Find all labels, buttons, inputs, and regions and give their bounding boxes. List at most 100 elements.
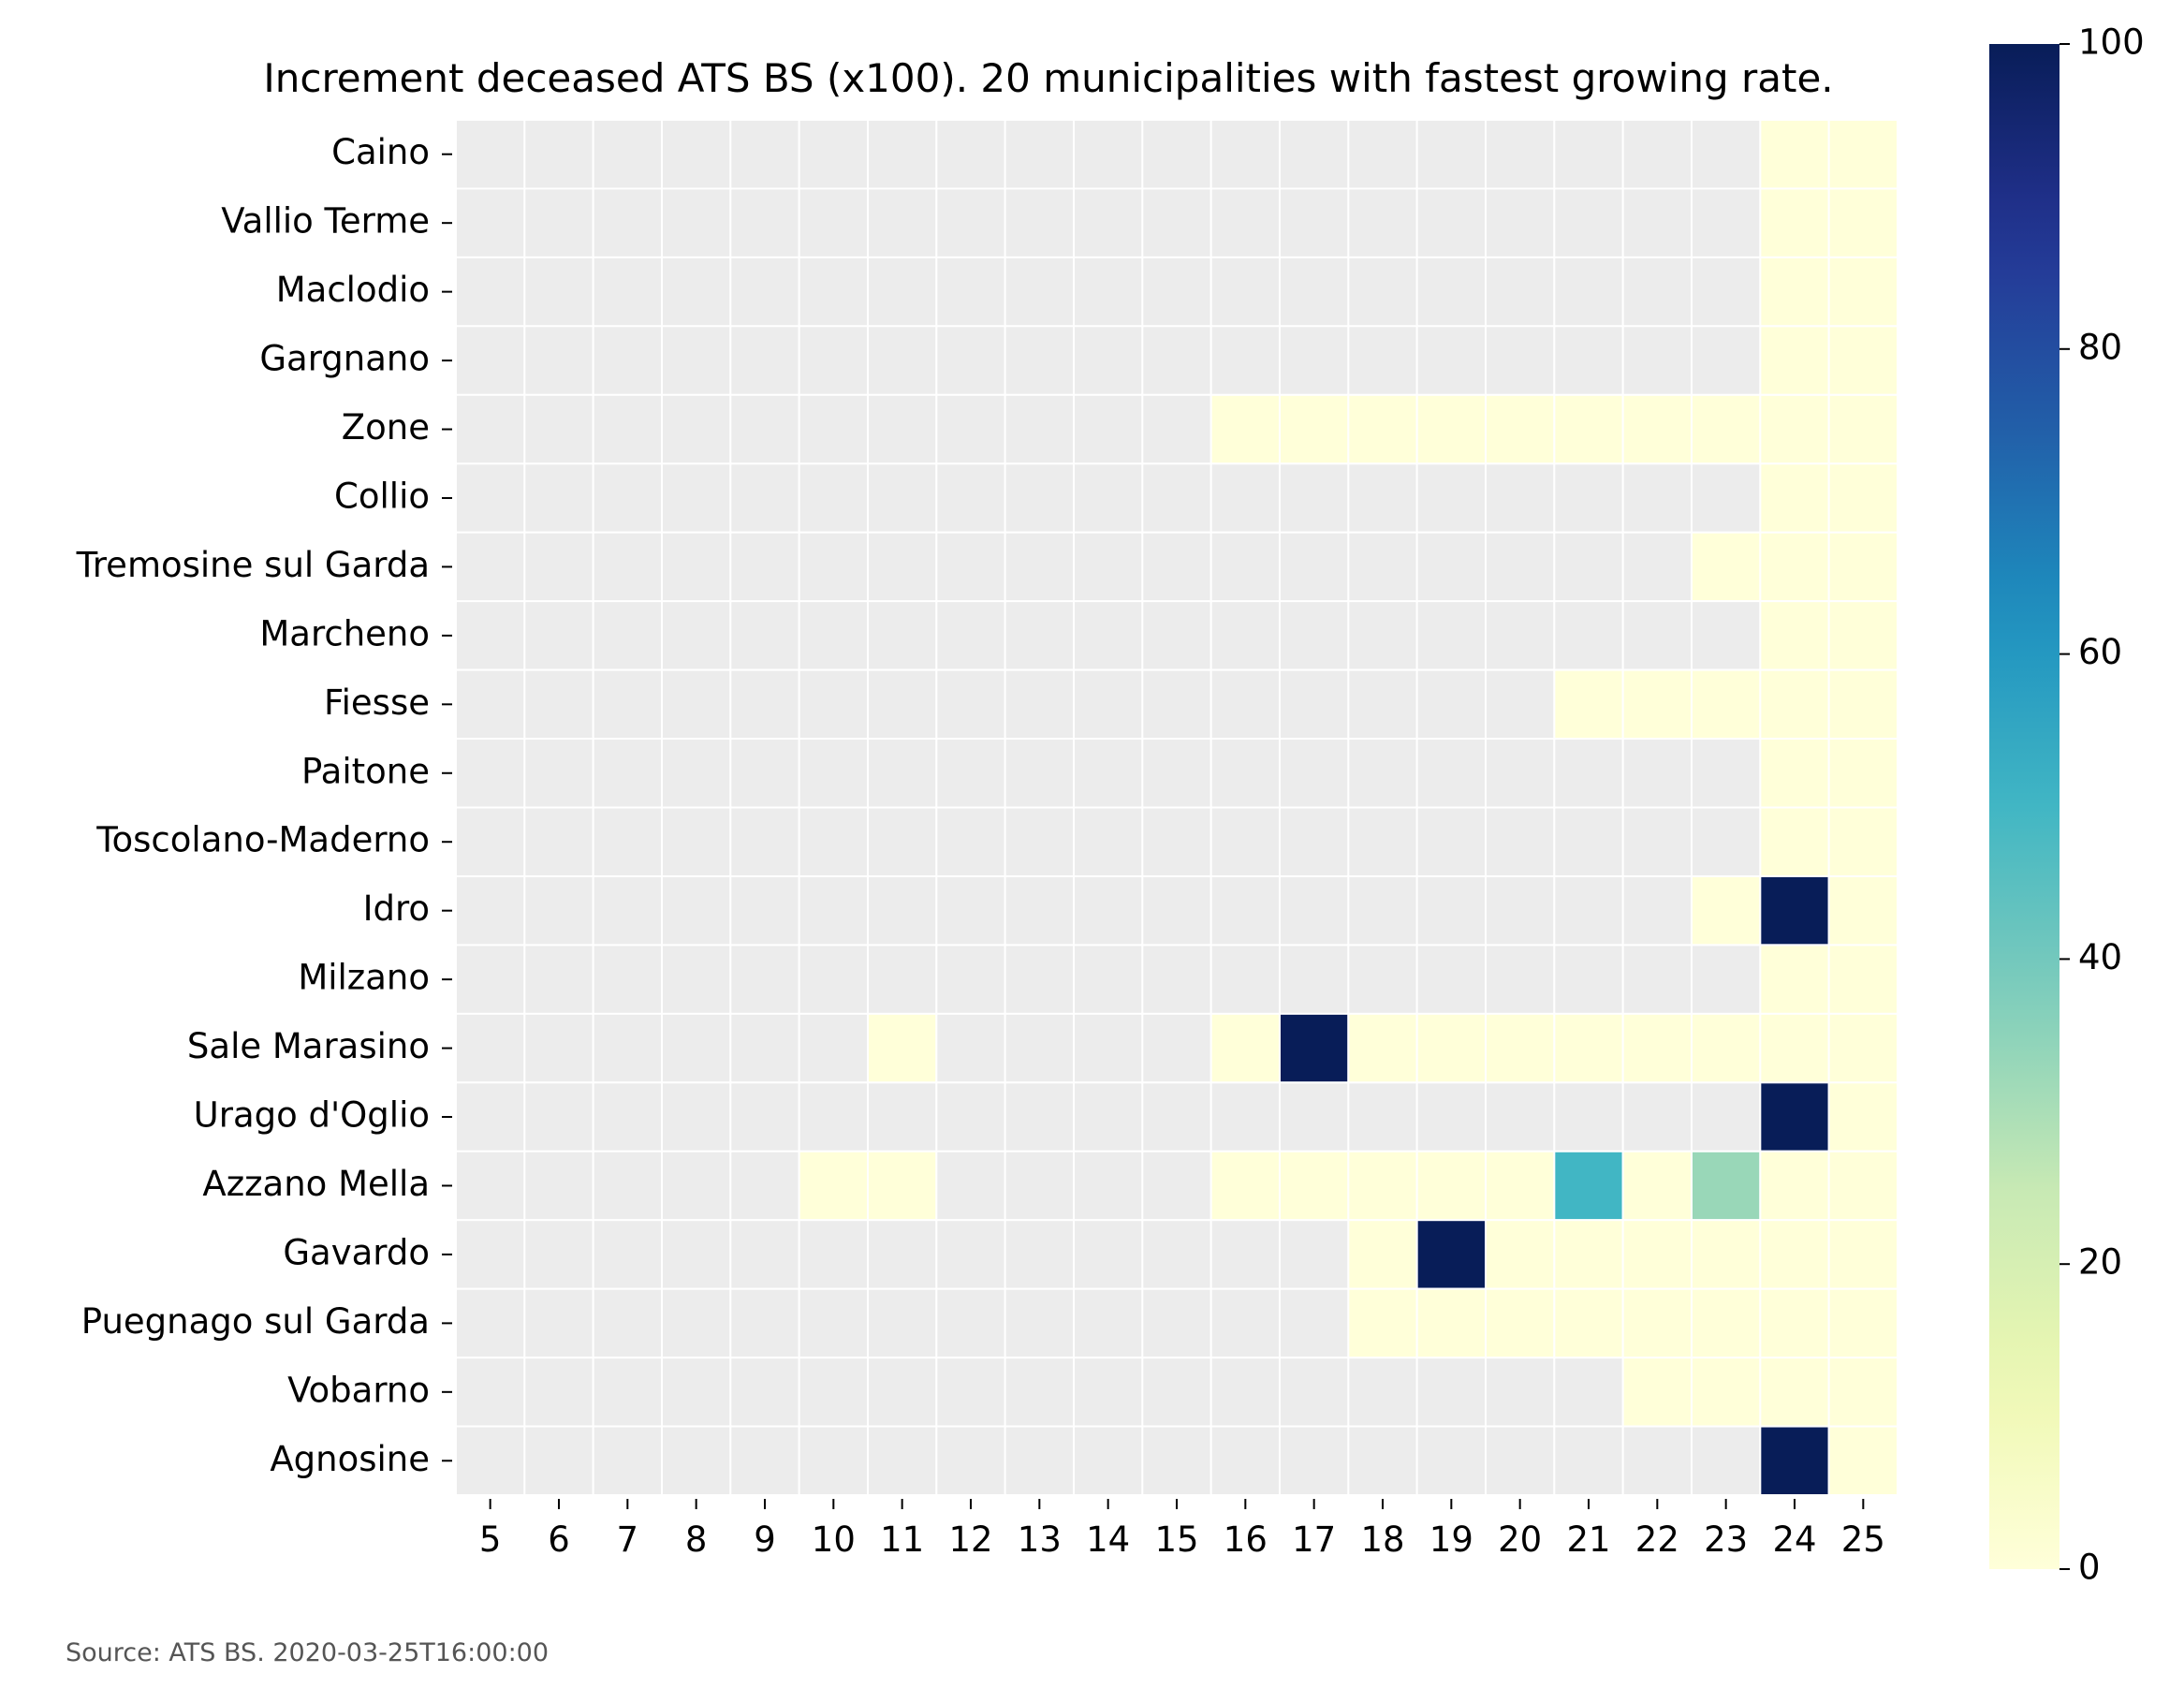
- heatmap-cell: [935, 738, 1006, 809]
- heatmap-cell: [1004, 187, 1075, 258]
- heatmap-cell: [1485, 1012, 1556, 1084]
- heatmap-cell: [1485, 531, 1556, 603]
- heatmap-cell: [1759, 462, 1830, 534]
- column-label: 6: [548, 1519, 570, 1560]
- heatmap-cell: [729, 874, 800, 947]
- heatmap-cell: [523, 874, 594, 947]
- heatmap-cell: [1759, 668, 1830, 741]
- heatmap-cell: [798, 600, 870, 671]
- heatmap-cell: [1827, 874, 1898, 947]
- heatmap-cell: [1759, 1357, 1830, 1428]
- heatmap-cell: [1485, 119, 1556, 190]
- heatmap-cell: [729, 1219, 800, 1290]
- heatmap-cell: [1004, 531, 1075, 603]
- row-label: Vobarno: [287, 1370, 430, 1410]
- heatmap-cell: [1485, 1287, 1556, 1359]
- heatmap-cell: [729, 1425, 800, 1497]
- heatmap-cell: [1209, 1425, 1281, 1497]
- heatmap-cell: [1691, 668, 1762, 741]
- heatmap-cell: [1691, 1219, 1762, 1290]
- heatmap-cell: [661, 1425, 732, 1497]
- heatmap-cell: [1759, 600, 1830, 671]
- heatmap-cell: [867, 531, 938, 603]
- heatmap-cell: [1004, 1012, 1075, 1084]
- heatmap-cell: [1553, 1150, 1624, 1222]
- heatmap-cell: [1279, 806, 1350, 877]
- row-label: Maclodio: [276, 270, 430, 310]
- colorbar-tick-label: 40: [2078, 937, 2122, 977]
- heatmap-cell: [798, 325, 870, 396]
- heatmap-cell: [1347, 1012, 1418, 1084]
- heatmap-cell: [729, 738, 800, 809]
- column-label: 20: [1498, 1519, 1542, 1560]
- heatmap-cell: [798, 462, 870, 534]
- heatmap-cell: [1553, 874, 1624, 947]
- heatmap-cell: [1347, 600, 1418, 671]
- heatmap-cell: [1485, 462, 1556, 534]
- heatmap-cell: [1209, 806, 1281, 877]
- heatmap-cell: [1621, 393, 1693, 465]
- heatmap-cell: [1209, 119, 1281, 190]
- heatmap-cell: [1691, 325, 1762, 396]
- heatmap-cell: [1141, 462, 1212, 534]
- column-label: 15: [1154, 1519, 1198, 1560]
- heatmap-cell: [798, 944, 870, 1015]
- heatmap-cell: [935, 462, 1006, 534]
- heatmap-cell: [1279, 462, 1350, 534]
- heatmap-cell: [1485, 668, 1556, 741]
- heatmap-cell: [661, 187, 732, 258]
- heatmap-cell: [1759, 119, 1830, 190]
- heatmap-cell: [1073, 1219, 1144, 1290]
- heatmap-cell: [1415, 119, 1487, 190]
- heatmap-cell: [935, 806, 1006, 877]
- heatmap-cell: [661, 119, 732, 190]
- heatmap-cell: [1691, 1287, 1762, 1359]
- heatmap-cell: [661, 256, 732, 328]
- heatmap-cell: [1141, 1357, 1212, 1428]
- heatmap-cell: [1073, 1150, 1144, 1222]
- heatmap-cell: [1209, 531, 1281, 603]
- heatmap-cell: [1347, 1150, 1418, 1222]
- heatmap-cell: [455, 256, 526, 328]
- column-label: 22: [1635, 1519, 1679, 1560]
- heatmap-cell: [1141, 600, 1212, 671]
- heatmap-cell: [1141, 1425, 1212, 1497]
- heatmap-cell: [1759, 1150, 1830, 1222]
- heatmap-cell: [1553, 531, 1624, 603]
- heatmap-cell: [867, 462, 938, 534]
- heatmap-cell: [1691, 256, 1762, 328]
- source-note: Source: ATS BS. 2020-03-25T16:00:00: [66, 1638, 549, 1667]
- heatmap-cell: [1485, 1357, 1556, 1428]
- colorbar-gradient: [1989, 44, 2059, 1569]
- heatmap-cell: [798, 738, 870, 809]
- heatmap-cell: [1553, 1012, 1624, 1084]
- heatmap-cell: [1553, 1357, 1624, 1428]
- heatmap-cell: [1209, 256, 1281, 328]
- heatmap-cell: [523, 1012, 594, 1084]
- heatmap-cell: [1279, 1287, 1350, 1359]
- heatmap-cell: [798, 1150, 870, 1222]
- heatmap-cell: [1691, 462, 1762, 534]
- heatmap-cell: [1691, 187, 1762, 258]
- heatmap-cell: [661, 1081, 732, 1152]
- heatmap-cell: [1621, 1219, 1693, 1290]
- heatmap-cell: [1347, 1287, 1418, 1359]
- heatmap-cell: [798, 187, 870, 258]
- column-label: 16: [1224, 1519, 1268, 1560]
- heatmap-cell: [455, 944, 526, 1015]
- heatmap-cell: [1415, 187, 1487, 258]
- heatmap-cell: [1004, 738, 1075, 809]
- heatmap-cell: [592, 1425, 664, 1497]
- heatmap-cell: [1347, 668, 1418, 741]
- row-label: Azzano Mella: [202, 1164, 430, 1204]
- heatmap-cell: [1415, 325, 1487, 396]
- heatmap-cell: [1827, 256, 1898, 328]
- heatmap-cell: [523, 325, 594, 396]
- heatmap-cell: [1279, 1425, 1350, 1497]
- heatmap-cell: [1004, 1425, 1075, 1497]
- heatmap-cell: [455, 325, 526, 396]
- heatmap-cell: [1141, 874, 1212, 947]
- heatmap-cell: [1485, 393, 1556, 465]
- heatmap-cell: [1485, 806, 1556, 877]
- heatmap-cell: [1141, 393, 1212, 465]
